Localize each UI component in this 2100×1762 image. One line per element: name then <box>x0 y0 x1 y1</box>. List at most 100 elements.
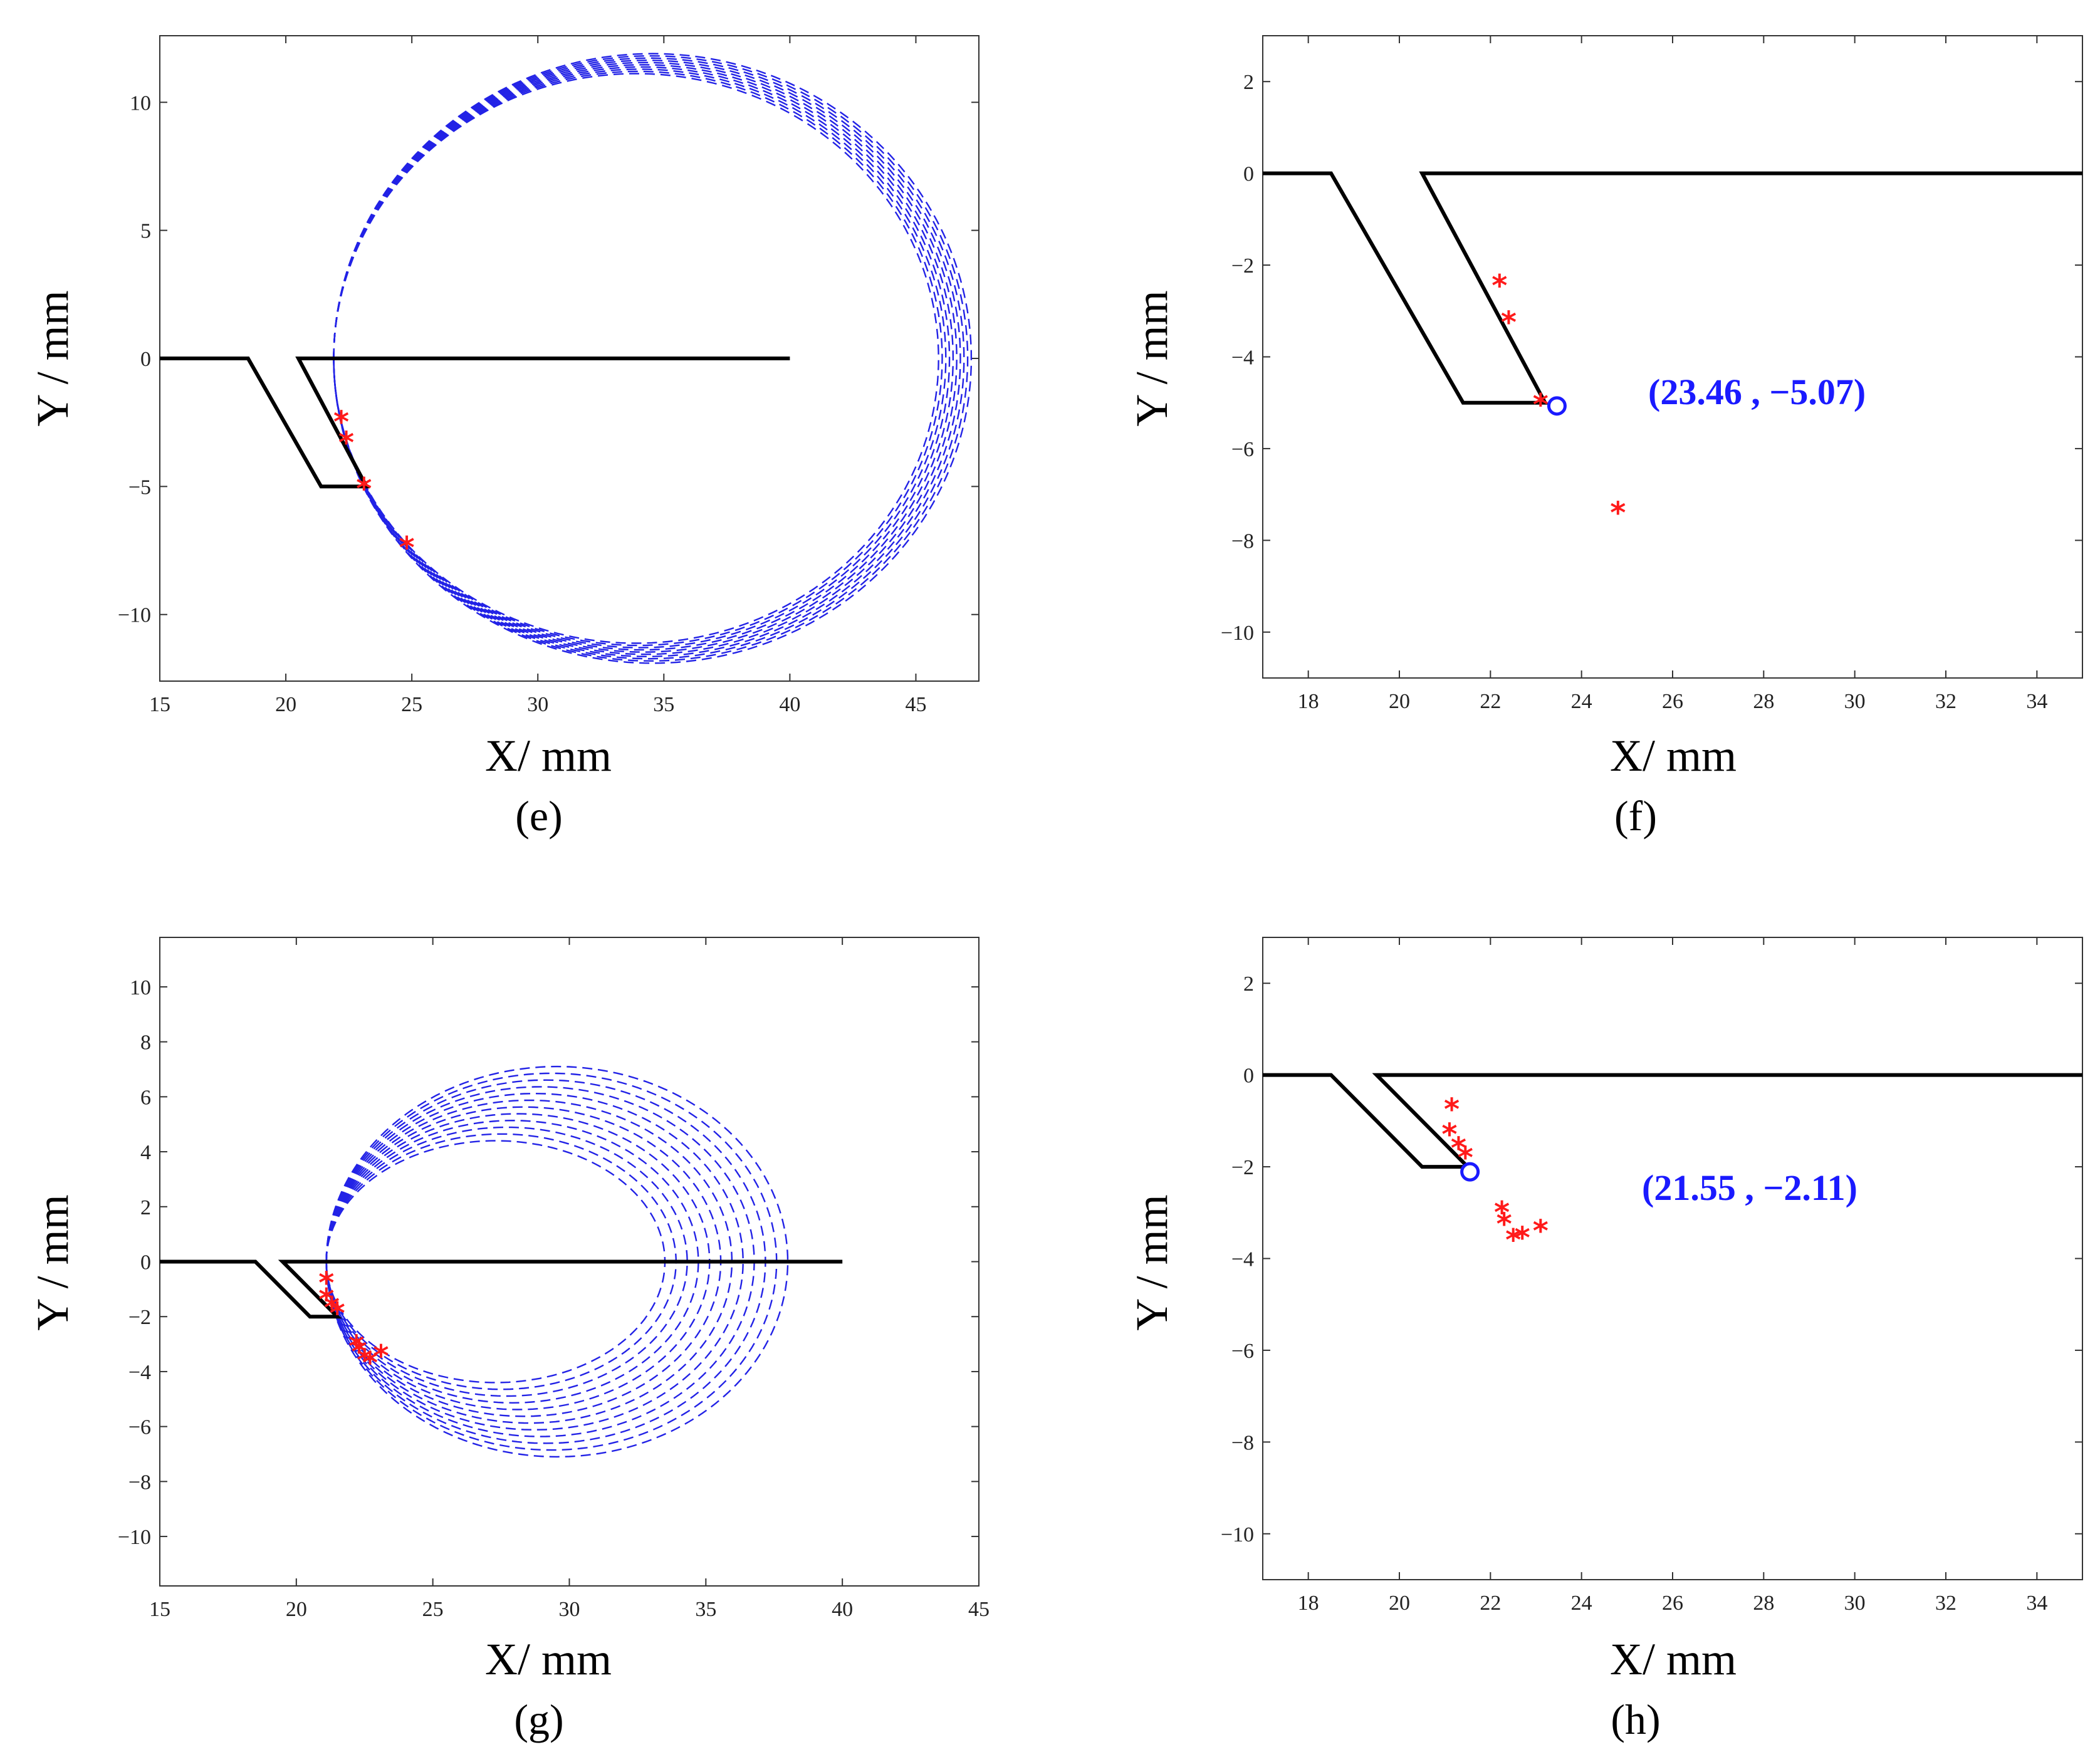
y-tick-label: −6 <box>1231 1340 1254 1363</box>
y-tick-label: −5 <box>128 476 151 499</box>
y-tick-label: −8 <box>1231 529 1254 553</box>
trajectory-loop <box>325 1092 744 1431</box>
panel-h-ticks: 18 20 22 24 26 28 30 32 34 −10 −8 −6 −4 −2 0 2 <box>1221 937 2082 1615</box>
contact-point: * <box>1501 305 1517 340</box>
y-tick-label: 0 <box>140 1251 151 1275</box>
contact-point: * <box>338 425 354 461</box>
trajectory-loop <box>333 61 958 655</box>
tool-geometry-outline <box>1263 171 2082 405</box>
x-tick-label: 25 <box>422 1598 444 1621</box>
panel-h-marker <box>1460 1162 1480 1182</box>
x-tick-label: 18 <box>1298 690 1319 713</box>
panel-g-xlabel: X/ mm <box>485 1634 612 1684</box>
x-tick-label: 30 <box>527 693 548 716</box>
x-tick-label: 20 <box>1389 1592 1410 1615</box>
contact-point: * <box>362 1345 378 1380</box>
x-tick-label: 15 <box>149 1598 170 1621</box>
y-tick-label: −10 <box>1221 622 1254 645</box>
panel-f-tool-geometry <box>1263 171 2082 405</box>
y-tick-label: 8 <box>140 1031 151 1055</box>
x-tick-label: 25 <box>401 693 422 716</box>
y-tick-label: −10 <box>1221 1523 1254 1546</box>
contact-point: * <box>399 530 415 565</box>
x-tick-label: 45 <box>905 693 926 716</box>
x-tick-label: 30 <box>1844 1592 1866 1615</box>
x-tick-label: 45 <box>968 1598 990 1621</box>
x-tick-label: 24 <box>1571 690 1592 713</box>
contact-point: * <box>1515 1221 1530 1256</box>
y-tick-label: 2 <box>1243 972 1254 996</box>
y-tick-label: −2 <box>128 1306 151 1329</box>
contact-point: * <box>324 1291 340 1326</box>
x-tick-label: 40 <box>779 693 800 716</box>
panel-h-tool-geometry <box>1263 1073 2082 1169</box>
contact-point: * <box>356 471 372 506</box>
final-position-marker <box>1460 1162 1480 1182</box>
y-tick-label: −8 <box>1231 1431 1254 1454</box>
panel-f-contact-points: **** <box>1491 268 1626 530</box>
panel-g-contact-points: ********* <box>318 1266 389 1380</box>
trajectory-loop <box>333 64 954 653</box>
contact-point: * <box>1444 1092 1460 1127</box>
x-tick-label: 20 <box>286 1598 307 1621</box>
y-tick-label: −10 <box>118 1526 151 1549</box>
contact-point: * <box>357 1343 372 1378</box>
panel-f: 18 20 22 24 26 28 30 32 34−10−8−6−4−202 **** (23… <box>1127 35 2083 840</box>
y-tick-label: 0 <box>1243 163 1254 186</box>
contact-point: * <box>1610 496 1626 531</box>
trajectory-loop <box>333 66 951 651</box>
x-tick-label: 32 <box>1935 1592 1956 1615</box>
contact-point: * <box>1533 388 1549 423</box>
final-position-marker <box>1547 396 1567 416</box>
y-tick-label: 2 <box>140 1196 151 1219</box>
panel-e-ticks: 15 20 25 30 35 40 45 −10 −5 0 5 10 <box>118 36 979 716</box>
trajectory-loop <box>333 55 969 662</box>
x-tick-label: 28 <box>1753 690 1774 713</box>
x-tick-label: 20 <box>1389 690 1410 713</box>
panel-e-tool-geometry <box>160 357 790 489</box>
panel-e-ylabel: Y / mm <box>28 290 78 426</box>
y-tick-label: 4 <box>140 1141 151 1164</box>
tool-geometry-outline <box>1263 1073 2082 1169</box>
tool-geometry-outline <box>160 1259 843 1319</box>
y-tick-label: 2 <box>1243 71 1254 94</box>
trajectory-loop <box>333 73 939 644</box>
trajectory-loop <box>325 1119 699 1404</box>
y-tick-label: 0 <box>140 348 151 371</box>
contact-point: * <box>1451 1131 1466 1166</box>
panel-g-caption: (g) <box>514 1696 563 1743</box>
panel-h-coordinate-annotation: (21.55 , −2.11) <box>1642 1167 1857 1208</box>
trajectory-loop <box>333 70 943 647</box>
y-tick-label: 10 <box>130 976 151 999</box>
x-tick-label: 34 <box>2026 690 2047 713</box>
panel-e-caption: (e) <box>515 792 562 840</box>
panel-e-contact-points: **** <box>333 405 415 565</box>
x-tick-label: 26 <box>1662 1592 1683 1615</box>
x-tick-label: 28 <box>1753 1592 1774 1615</box>
trajectory-loop <box>333 57 965 660</box>
panel-h-xlabel: X/ mm <box>1610 1634 1737 1684</box>
contact-point: * <box>330 1296 345 1331</box>
y-tick-label: −4 <box>1231 347 1254 370</box>
contact-point: * <box>318 1266 334 1301</box>
y-tick-label: −10 <box>118 604 151 627</box>
contact-point: * <box>373 1338 389 1374</box>
x-tick-label: 22 <box>1480 690 1501 713</box>
x-tick-label: 30 <box>1844 690 1866 713</box>
panel-f-coordinate-annotation: (23.46 , −5.07) <box>1648 372 1866 412</box>
y-tick-label: 5 <box>140 220 151 243</box>
x-tick-label: 26 <box>1662 690 1683 713</box>
panel-g-tool-geometry <box>160 1259 843 1319</box>
x-tick-label: 22 <box>1480 1592 1501 1615</box>
panel-f-axes-frame <box>1262 35 2083 679</box>
contact-point: * <box>333 405 349 440</box>
panel-h-caption: (h) <box>1611 1696 1660 1743</box>
contact-point: * <box>1494 1196 1510 1231</box>
contact-point: * <box>318 1283 334 1318</box>
trajectory-loop <box>333 53 973 664</box>
panel-f-caption: (f) <box>1614 792 1657 840</box>
contact-point: * <box>1497 1207 1512 1242</box>
panel-h: 18 20 22 24 26 28 30 32 34−10−8−6−4−202 ********… <box>1127 937 2083 1743</box>
